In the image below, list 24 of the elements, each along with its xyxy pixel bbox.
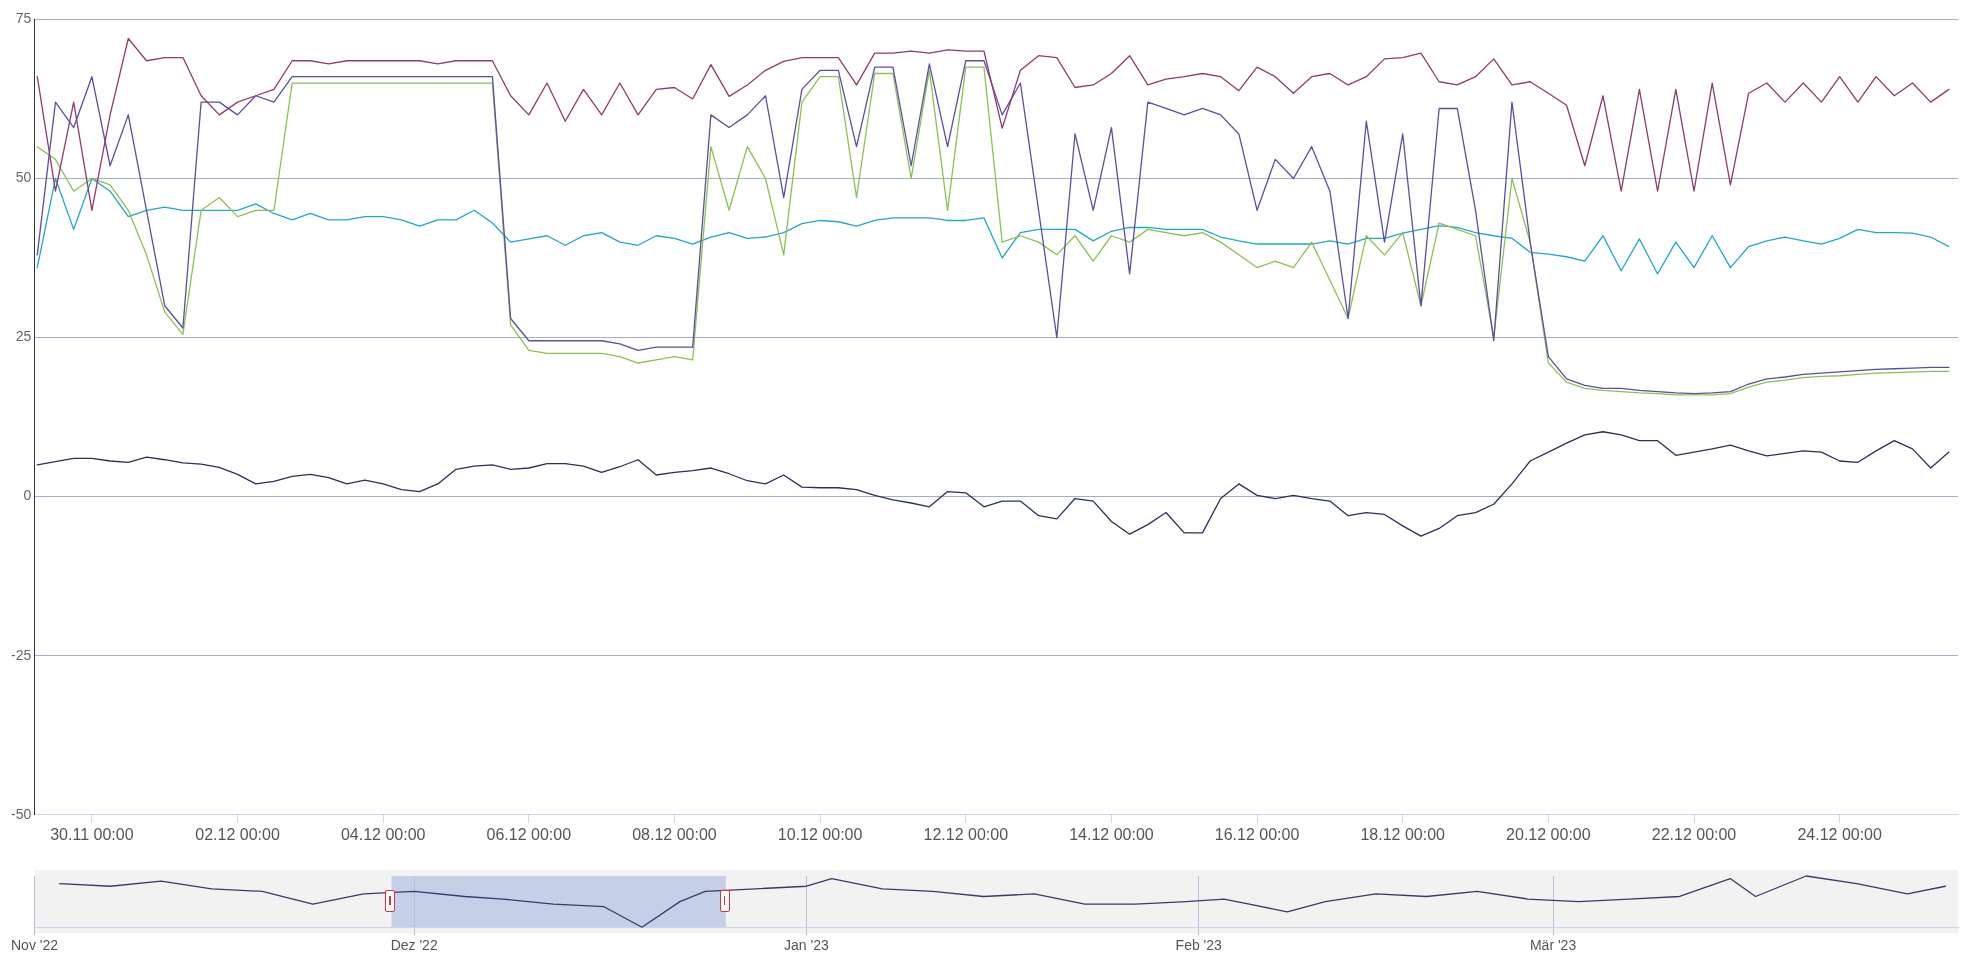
x-tick-label: 12.12 00:00 <box>923 825 1009 843</box>
x-tick-label: 02.12 00:00 <box>195 825 280 843</box>
x-tick-label: 18.12 00:00 <box>1360 825 1446 843</box>
x-tick-label: Dez '22 <box>390 937 438 954</box>
x-tick-label: 22.12 00:00 <box>1651 825 1737 843</box>
x-tick-label: Feb '23 <box>1175 937 1223 954</box>
y-tick-label: 75 <box>15 10 32 27</box>
y-tick-label: 0 <box>23 487 32 504</box>
x-tick-label: 20.12 00:00 <box>1506 825 1591 843</box>
y-tick-label: 50 <box>15 169 32 186</box>
y-tick-label: -50 <box>11 805 32 822</box>
x-tick-label: 14.12 00:00 <box>1069 825 1154 843</box>
x-tick-label: Mär '23 <box>1529 937 1577 954</box>
x-tick-label: Jan '23 <box>784 937 829 954</box>
y-tick-label: -25 <box>11 646 32 663</box>
x-tick-label: Nov '22 <box>11 937 59 954</box>
x-tick-label: 08.12 00:00 <box>632 825 717 843</box>
y-tick-label: 25 <box>15 328 32 345</box>
x-tick-label: 30.11 00:00 <box>50 825 134 843</box>
x-tick-label: 10.12 00:00 <box>777 825 863 843</box>
x-tick-label: 06.12 00:00 <box>486 825 572 843</box>
x-tick-label: 16.12 00:00 <box>1214 825 1300 843</box>
x-tick-label: 04.12 00:00 <box>340 825 426 843</box>
x-tick-label: 24.12 00:00 <box>1797 825 1883 843</box>
